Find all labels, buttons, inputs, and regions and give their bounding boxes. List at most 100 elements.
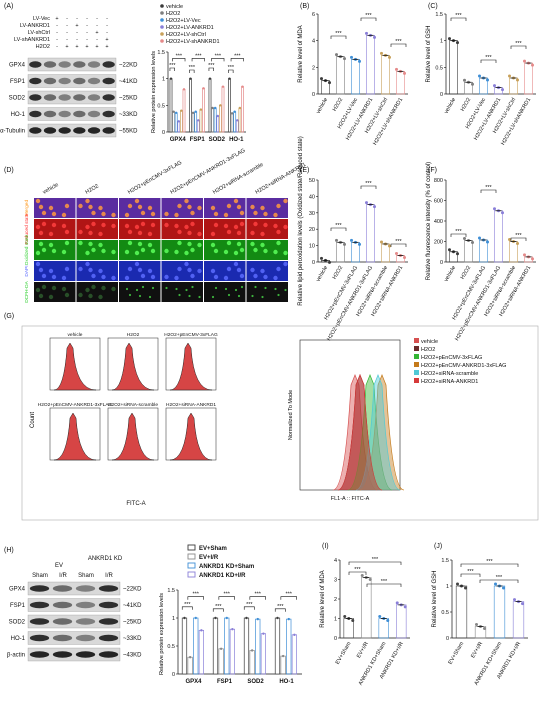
blot-H-band (29, 618, 50, 625)
overlay-legend-entry: H2O2+siRNA-ANKRD1 (421, 379, 478, 385)
cell-spot (190, 210, 195, 216)
cell-spot (137, 241, 143, 247)
chart-B-y-tick-label: 4 (312, 39, 315, 45)
cell-spot (250, 241, 255, 247)
cell-spot (135, 288, 139, 292)
chart-A-point (194, 110, 197, 113)
flow-panel-frame (21, 325, 539, 521)
chart-A-bracket (169, 67, 175, 71)
chart-B-y-label: Relative level of MDA (298, 25, 304, 82)
significance-mark: *** (195, 53, 202, 59)
condition-sign: - (76, 30, 78, 36)
cell-spot (184, 224, 189, 230)
chart-A-bar (172, 111, 175, 133)
histogram-title: H2O2+pEnCMV-3xFLAG (164, 332, 218, 338)
cell-spot (48, 205, 54, 211)
blot-A-kd-label: ~33KD (119, 112, 138, 118)
chart-F-x-tick-label: vehicle (443, 265, 457, 283)
chart-J-y-label: Relative level of GSH (432, 570, 438, 627)
condition-sign: - (66, 30, 68, 36)
chart-C-point (448, 37, 451, 41)
chart-F-point (463, 236, 466, 240)
chart-J-point (456, 582, 459, 586)
blot-H-band (52, 651, 73, 658)
micrograph-column-label: vehicle (42, 182, 60, 196)
cell-spot (91, 221, 96, 227)
chart-A-bar (241, 86, 244, 133)
cell-spot (174, 212, 179, 218)
micrograph-row-label: DAPI (24, 265, 30, 276)
cell-spot (127, 203, 133, 209)
chart-A-category-label: FSP1 (190, 137, 206, 143)
cell-spot (240, 285, 244, 289)
legend-marker-A (160, 4, 164, 8)
cell-spot (260, 242, 265, 248)
cell-spot (236, 230, 242, 236)
chart-F-bar (463, 240, 473, 263)
cell-spot (147, 205, 153, 211)
cell-spot (48, 242, 54, 248)
cell-spot (260, 231, 265, 237)
chart-E-x-tick-label: H2O2 (332, 265, 344, 280)
chart-J-y-tick-label: 1.5 (441, 558, 449, 564)
significance-mark: *** (381, 579, 388, 585)
micrograph-tile (76, 240, 118, 260)
cell-spot (197, 205, 202, 211)
blot-H-band (52, 601, 73, 609)
chart-B-point (358, 59, 361, 63)
chart-A-point (228, 77, 231, 80)
cell-spot (185, 288, 188, 292)
blot-H-band (98, 651, 119, 658)
chart-H-category-label: GPX4 (185, 679, 202, 685)
chart-F-point (478, 236, 481, 240)
significance-mark: *** (485, 55, 492, 61)
blot-A-band-row (27, 74, 117, 88)
cell-spot (64, 292, 70, 298)
chart-E-point (365, 201, 368, 205)
chart-I-y-tick-label: 0 (334, 636, 337, 642)
cell-spot (128, 293, 132, 297)
chart-A-bracket (230, 58, 244, 62)
chart-A-bar (228, 78, 231, 133)
chart-C-x-tick-label: vehicle (443, 97, 457, 115)
legend-entry-H: ANKRD1 KD+I/R (199, 573, 246, 579)
chart-H-bracket (218, 596, 235, 600)
chart-A-y-tick-label: 0 (162, 130, 165, 136)
cell-spot (98, 242, 103, 248)
cell-spot (273, 212, 278, 218)
chart-A-point (216, 114, 219, 118)
condition-sign: - (86, 30, 88, 36)
cell-spot (187, 267, 192, 273)
chart-A-point (238, 106, 242, 110)
cell-spot (38, 204, 44, 210)
cell-spot (137, 267, 143, 273)
cell-spot (88, 230, 93, 236)
chart-E-y-tick-label: 40 (309, 194, 315, 200)
cell-spot (51, 222, 57, 228)
condition-sign: - (76, 16, 78, 22)
significance-mark: *** (246, 602, 253, 608)
chart-B-point (388, 55, 391, 59)
blot-A-band (87, 110, 101, 118)
chart-A-y-tick-label: 1.5 (157, 50, 165, 56)
cell-spot (137, 230, 143, 236)
blot-A-band (87, 77, 101, 85)
chart-I-point (351, 619, 355, 622)
significance-bracket (390, 243, 407, 247)
histogram-title: H2O2 (127, 332, 140, 338)
cell-spot (165, 286, 168, 290)
significance-mark: *** (395, 239, 402, 245)
overlay-frame (299, 339, 401, 491)
chart-B-bar (395, 71, 405, 95)
chart-E-y-tick-label: 10 (309, 244, 315, 250)
chart-I-point (386, 619, 390, 622)
overlay-legend-swatch (414, 362, 419, 367)
condition-label: LV-ANKRD1 (20, 23, 50, 29)
chart-J-point (502, 586, 505, 590)
histogram-title: vehicle (68, 332, 83, 338)
cell-spot (48, 231, 54, 237)
micrograph-tile (34, 282, 76, 302)
cell-spot (85, 250, 90, 256)
blot-H-band (98, 634, 119, 642)
cell-spot (35, 287, 41, 293)
